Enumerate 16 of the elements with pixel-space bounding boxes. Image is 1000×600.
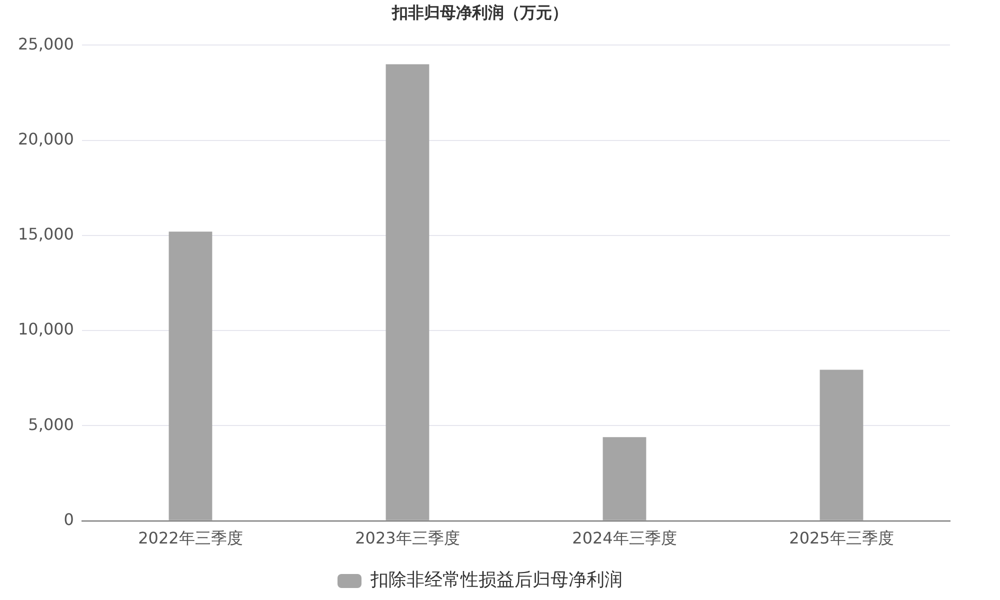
y-tick-label: 25,000: [18, 34, 74, 54]
bar: [386, 64, 430, 520]
x-tick-label: 2025年三季度: [789, 528, 894, 548]
x-tick-label: 2022年三季度: [138, 528, 243, 548]
y-tick-label: 5,000: [28, 414, 74, 434]
legend-label: 扣除非经常性损益后归母净利润: [370, 570, 622, 591]
y-tick-label: 15,000: [18, 224, 74, 244]
y-tick-label: 0: [64, 510, 74, 529]
bar: [820, 370, 864, 520]
y-tick-label: 20,000: [18, 129, 74, 148]
x-tick-label: 2023年三季度: [355, 528, 460, 548]
bar: [602, 437, 646, 520]
bar: [168, 232, 212, 520]
x-tick-label: 2024年三季度: [572, 528, 677, 548]
chart-title: 扣非归母净利润（万元）: [391, 2, 568, 22]
y-tick-label: 10,000: [18, 320, 74, 339]
